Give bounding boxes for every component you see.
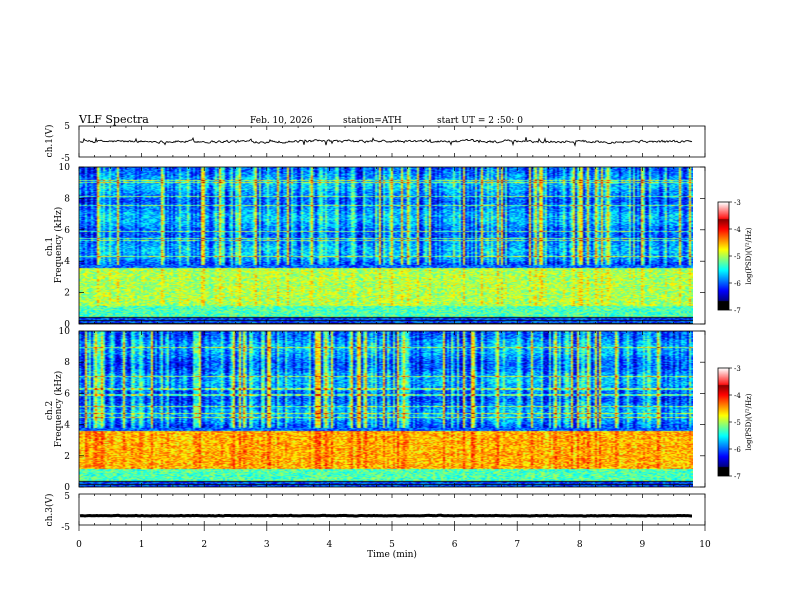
time-tick-label: 8: [577, 540, 583, 550]
ch1-spectrogram-colorbar-tick-label: -3: [734, 199, 741, 207]
ch2-spectrogram-ylabel-line1: ch.2: [45, 401, 55, 420]
ch2-spectrogram-colorbar-tick-label: -7: [734, 473, 741, 481]
ch1-ytick-top: 5: [64, 122, 70, 132]
ch2-spectrogram-colorbar-tick-label: -4: [734, 392, 741, 400]
time-tick-label: 10: [699, 540, 711, 550]
time-tick-label: 1: [139, 540, 145, 550]
ch2-colorbar: -3 -4 -5 -6 -7 log(PSD)(V²/Hz): [717, 365, 753, 481]
ch2-colorbar-label: log(PSD)(V²/Hz): [745, 393, 753, 450]
ch2-spectrogram-colorbar-tick-label: -6: [734, 446, 741, 454]
figure-start-time: start UT = 2 :50: 0: [437, 116, 523, 126]
time-tick-label: 5: [389, 540, 395, 550]
ch1-spectrogram-colorbar-tick-label: -7: [734, 307, 741, 315]
ch1-colorbar-label: log(PSD)(V²/Hz): [745, 227, 753, 284]
time-tick-label: 9: [640, 540, 646, 550]
ch2-colorbar-gradient: [718, 368, 729, 476]
ch1-spectrogram-ytick-label: 10: [59, 163, 71, 173]
ch2-spectrogram-ylabel: ch.2 Frequency (kHz): [45, 371, 64, 448]
ch1-colorbar-gradient: [718, 202, 729, 310]
time-tick-label: 2: [201, 540, 207, 550]
ch1-ylabel: ch.1(V): [44, 125, 55, 158]
ch2-spectrogram-ytick-label: 4: [64, 421, 70, 431]
ch1-spectrogram-colorbar-tick-label: -5: [734, 253, 741, 261]
ch2-spectrogram-ytick-label: 6: [64, 389, 70, 399]
ch1-spectrogram-ylabel-line2: Frequency (kHz): [53, 207, 64, 284]
ch1-spectrogram-image: [79, 167, 693, 324]
ch3-panel-frame: [78, 493, 706, 526]
ch2-spectrogram-ytick-label: 0: [64, 483, 70, 493]
time-tick-label: 6: [452, 540, 458, 550]
ch2-spectrogram-ytick-label: 10: [59, 327, 71, 337]
ch2-spectrogram-colorbar-tick-label: -5: [734, 419, 741, 427]
ch1-colorbar: -3 -4 -5 -6 -7 log(PSD)(V²/Hz): [717, 199, 753, 315]
ch1-spectrogram-colorbar-tick-label: -4: [734, 226, 741, 234]
time-tick-label: 0: [76, 540, 82, 550]
figure-date: Feb. 10, 2026: [250, 116, 313, 126]
figure-station: station=ATH: [343, 116, 402, 126]
ch1-waveform-line: [79, 136, 693, 147]
ch2-spectrogram-ytick-label: 8: [64, 358, 70, 368]
ch1-ytick-bottom: -5: [61, 154, 70, 164]
time-axis: 0 1 2 3 4 5 6 7 8 9 10: [76, 126, 711, 550]
time-tick-label: 4: [327, 540, 333, 550]
ch1-spectrogram-ylabel-line1: ch.1: [45, 237, 55, 256]
ch1-spectrogram-colorbar-tick-label: -6: [734, 280, 741, 288]
ch1-spectrogram-ytick-label: 4: [64, 257, 70, 267]
time-tick-label: 7: [514, 540, 520, 550]
ch2-spectrogram-ytick-label: 2: [64, 452, 70, 462]
figure-title: VLF Spectra: [78, 113, 149, 126]
ch1-spectrogram-ytick-label: 8: [64, 194, 70, 204]
ch1-spectrogram-ytick-label: 6: [64, 226, 70, 236]
ch2-spectrogram-image: [79, 331, 693, 487]
ch2-spectrogram-panel: 0 2 4 6 8 10 ch.2 Frequency (kHz): [45, 327, 706, 493]
ch1-spectrogram-ytick-label: 2: [64, 289, 70, 299]
ch1-spectrogram-ytick-label: 0: [64, 320, 70, 330]
ch3-ytick-top: 5: [64, 492, 70, 502]
ch3-waveform-line: [79, 513, 692, 518]
ch3-ylabel: ch.3(V): [44, 494, 55, 527]
time-tick-label: 3: [264, 540, 270, 550]
ch2-spectrogram-ylabel-line2: Frequency (kHz): [53, 371, 64, 448]
time-axis-label: Time (min): [367, 549, 417, 560]
ch3-waveform-panel: 5 -5 ch.3(V): [44, 492, 706, 533]
ch1-spectrogram-panel: 0 2 4 6 8 10 ch.1 Frequency (kHz): [45, 163, 706, 330]
ch1-waveform-panel: 5 -5 ch.1(V): [44, 122, 706, 164]
ch1-spectrogram-ylabel: ch.1 Frequency (kHz): [45, 207, 64, 284]
ch2-spectrogram-colorbar-tick-label: -3: [734, 365, 741, 373]
ch3-ytick-bottom: -5: [61, 523, 70, 533]
